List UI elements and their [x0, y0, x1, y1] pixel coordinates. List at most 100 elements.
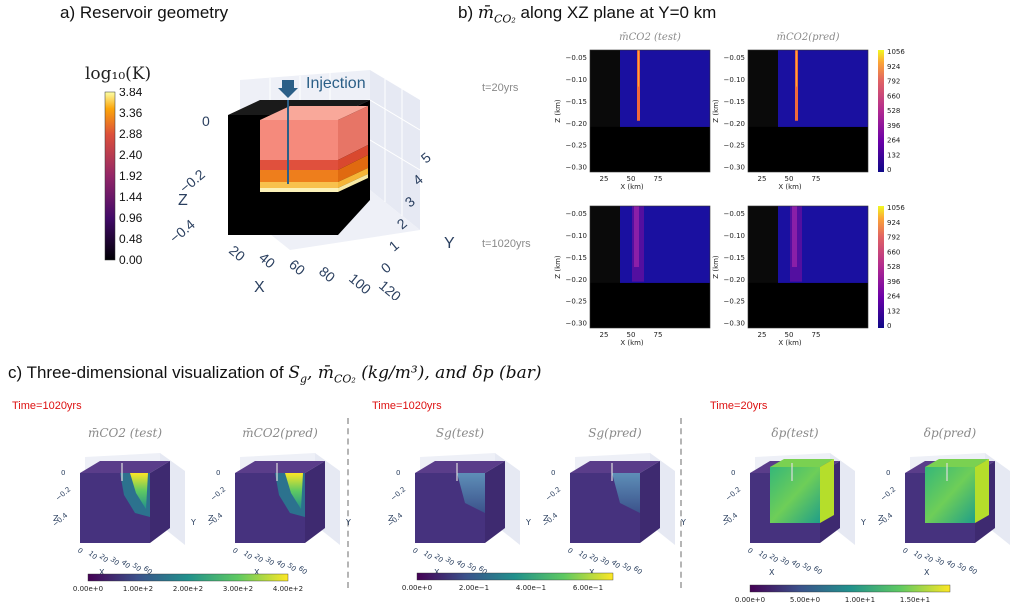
cube-side	[305, 461, 325, 543]
y-tick-label: 5	[418, 149, 434, 166]
z-tick-label: −0.2	[54, 485, 72, 502]
cube-top	[235, 461, 325, 473]
y-axis-label: Y	[680, 518, 686, 527]
z-tick-label: 0	[886, 469, 890, 477]
colorbar-tick-label: 1056	[887, 204, 905, 212]
colorbar-tick-label: 0.00e+0	[735, 596, 765, 604]
x-tick-label: 50	[785, 331, 794, 339]
colorbar-tick-label: 3.84	[119, 88, 143, 99]
y-tick-label: −0.25	[566, 142, 587, 150]
pressure-region	[925, 467, 975, 523]
z-tick-label: 0	[61, 469, 65, 477]
x-tick-label: 20	[588, 552, 600, 564]
impermeable-left-top	[748, 206, 778, 283]
y-tick-label: −0.15	[724, 254, 745, 262]
z-tick-label: 0	[202, 113, 210, 129]
x-tick-label: 60	[477, 564, 489, 576]
z-axis-label: Z	[878, 514, 884, 523]
x-tick-label: 50	[466, 561, 478, 573]
colorbar-tick-label: 792	[887, 78, 900, 86]
x-tick-label: 0	[901, 546, 910, 555]
panel-b-row-label: t=20yrs	[482, 82, 519, 94]
x-tick-label: 40	[945, 558, 957, 570]
colorbar-tick-label: 660	[887, 248, 900, 256]
impermeable-left-top	[748, 50, 778, 127]
panel-b-colorbar	[878, 206, 884, 328]
colorbar-tick-label: 528	[887, 107, 900, 115]
y-tick-label: −0.30	[724, 164, 745, 172]
colorbar-tick-label: 1.00e+1	[845, 596, 875, 604]
x-tick-label: 20	[923, 552, 935, 564]
impermeable-bottom	[590, 282, 710, 328]
y-tick-label: −0.20	[724, 276, 745, 284]
separator-1	[347, 418, 349, 588]
panel-c-subtitle: δp(pred)	[924, 426, 977, 440]
x-tick-label: 40	[120, 558, 132, 570]
x-tick-label: 60	[286, 256, 308, 278]
z-axis-label: Z	[178, 192, 188, 209]
colorbar-tick-label: 0	[887, 166, 891, 174]
y-tick-label: −0.20	[724, 120, 745, 128]
x-tick-label: 10	[422, 549, 434, 561]
time-label: Time=1020yrs	[12, 400, 82, 412]
z-tick-label: 0	[731, 469, 735, 477]
y-tick-label: 1	[386, 237, 402, 254]
y-tick-label: −0.15	[566, 98, 587, 106]
colorbar-tick-label: 5.00e+0	[790, 596, 820, 604]
y-axis-label: Y	[525, 518, 531, 527]
plume-region	[612, 473, 640, 513]
x-tick-label: 0	[231, 546, 240, 555]
x-axis-label: X (km)	[620, 339, 644, 347]
panel-c-subtitle: δp(test)	[771, 426, 818, 440]
y-tick-label: −0.10	[566, 232, 587, 240]
y-tick-label: −0.25	[724, 142, 745, 150]
z-tick-label: −0.2	[544, 485, 562, 502]
x-tick-label: 75	[654, 331, 663, 339]
colorbar-tick-label: 0.96	[119, 211, 143, 225]
x-axis-label: X	[254, 279, 265, 296]
colorbar-tick-label: 792	[887, 234, 900, 242]
pressure-region	[770, 467, 820, 523]
colorbar-tick-label: 1.00e+2	[123, 585, 153, 593]
y-axis-label: Y	[860, 518, 866, 527]
x-axis-label: X	[254, 568, 260, 577]
pressure-top	[925, 459, 989, 467]
x-tick-label: 30	[444, 555, 456, 567]
x-tick-label: 60	[812, 564, 824, 576]
colorbar-tick-label: 924	[887, 219, 901, 227]
pressure-top	[770, 459, 834, 467]
z-axis-label: Z	[723, 514, 729, 523]
colorbar-tick-label: 396	[887, 122, 901, 130]
colorbar-tick-label: 1.92	[119, 169, 143, 183]
time-label: Time=20yrs	[710, 400, 768, 412]
x-tick-label: 60	[967, 564, 979, 576]
heatmap-frame	[747, 49, 869, 173]
y-tick-label: −0.15	[724, 98, 745, 106]
heatmap-frame	[589, 205, 711, 329]
panel-c-colorbar	[749, 584, 951, 593]
z-axis-label: Z	[388, 514, 394, 523]
panel-a-colorbar: 3.84 3.36 2.88 2.40 1.92 1.44 0.96 0.48 0.00	[104, 88, 143, 267]
x-axis-label: X (km)	[778, 339, 802, 347]
x-tick-label: 10	[242, 549, 254, 561]
colorbar-tick-label: 132	[887, 151, 900, 159]
x-tick-label: 60	[142, 564, 154, 576]
y-axis-label: Y	[444, 235, 455, 252]
colorbar-tick-label: 396	[887, 278, 901, 286]
x-tick-label: 50	[956, 561, 968, 573]
x-tick-label: 40	[610, 558, 622, 570]
x-tick-label: 50	[785, 175, 794, 183]
x-axis-label: X	[769, 568, 775, 577]
colorbar-tick-label: 0.48	[119, 232, 143, 246]
plume-core	[792, 206, 797, 267]
panel-c-subtitle: m̄CO2 (test)	[88, 426, 162, 440]
y-tick-label: −0.30	[566, 164, 587, 172]
x-tick-label: 10	[757, 549, 769, 561]
y-tick-label: −0.25	[566, 298, 587, 306]
z-tick-label: 0	[396, 469, 400, 477]
panel-c-subtitle: m̄CO2(pred)	[242, 426, 318, 440]
